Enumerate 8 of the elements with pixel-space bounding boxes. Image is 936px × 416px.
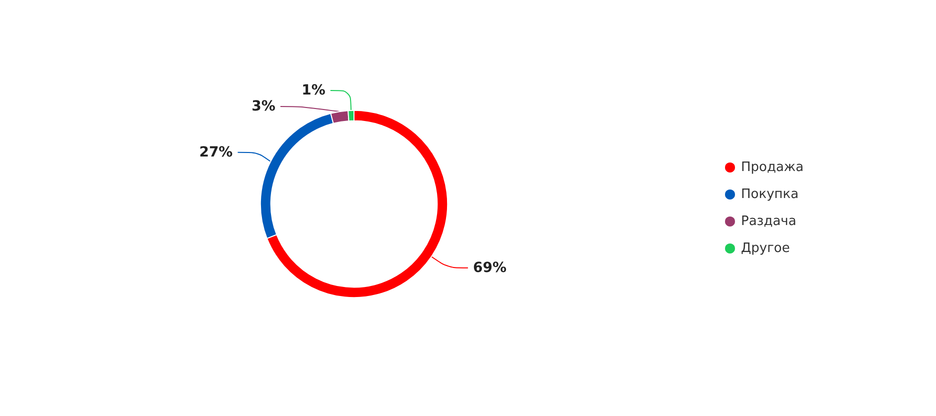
legend-label: Покупка [741, 187, 799, 202]
data-label: 69% [472, 260, 506, 276]
data-label: 27% [199, 144, 233, 160]
legend-label: Другое [741, 241, 790, 256]
legend-label: Раздача [741, 214, 796, 229]
legend-label: Продажа [741, 160, 804, 175]
data-label: 3% [252, 98, 276, 114]
data-label: 1% [302, 82, 326, 98]
